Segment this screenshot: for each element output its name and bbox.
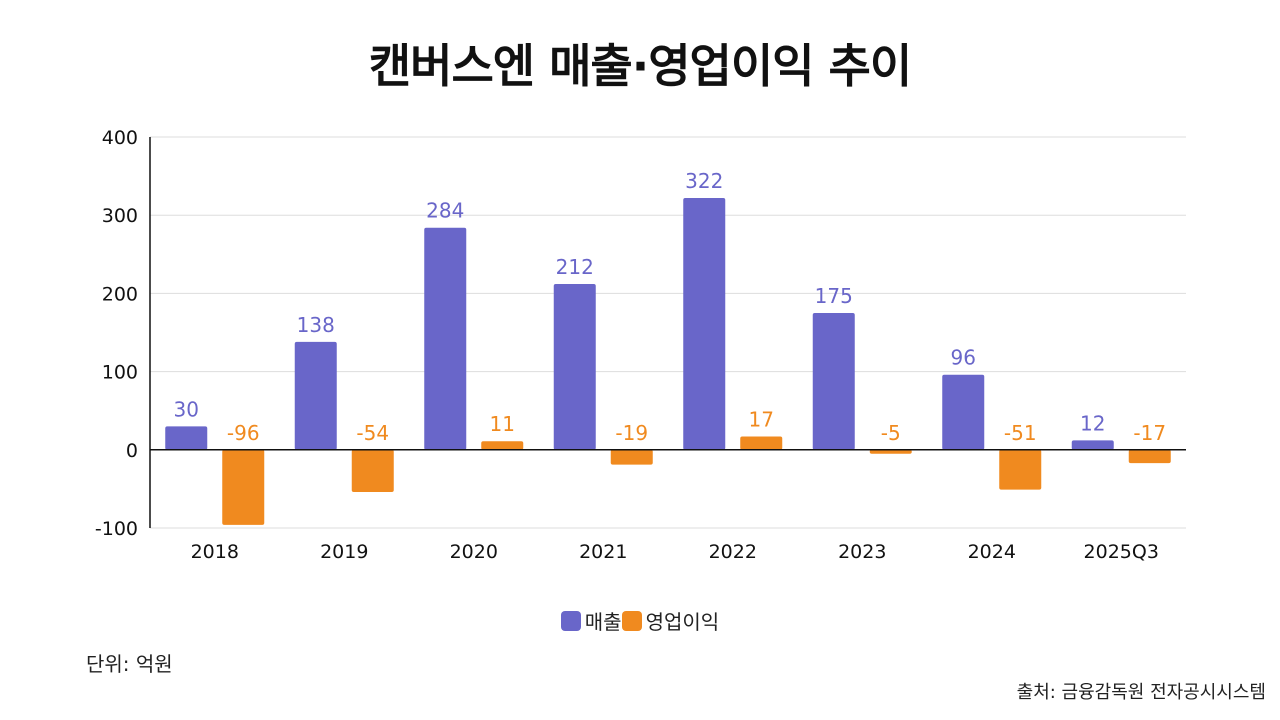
y-tick-label: 200 <box>102 283 138 305</box>
bar-sales <box>424 227 467 450</box>
data-label-operating-profit: -51 <box>1004 421 1037 445</box>
data-label-sales: 212 <box>556 255 594 279</box>
x-tick-label: 2022 <box>709 541 757 563</box>
legend-item-operating-profit: 영업이익 <box>621 606 720 635</box>
bar-operating-profit <box>740 436 783 450</box>
y-tick-label: 0 <box>126 440 138 462</box>
x-tick-label: 2019 <box>320 541 368 563</box>
legend: 매출 영업이익 <box>0 606 1280 635</box>
data-label-sales: 12 <box>1080 411 1105 435</box>
bar-sales <box>942 374 985 450</box>
data-label-sales: 175 <box>815 284 853 308</box>
legend-item-sales: 매출 <box>560 606 622 635</box>
legend-swatch-operating-profit <box>621 610 642 631</box>
bar-operating-profit <box>1128 449 1171 464</box>
bar-operating-profit <box>610 449 653 465</box>
bar-sales <box>1071 440 1114 450</box>
data-label-sales: 30 <box>174 397 199 421</box>
chart-title: 캔버스엔 매출·영업이익 추이 <box>368 39 912 93</box>
data-label-operating-profit: 17 <box>749 408 774 432</box>
y-tick-label: 400 <box>102 127 138 149</box>
bar-operating-profit <box>481 441 524 450</box>
bar-operating-profit <box>869 449 912 454</box>
bar-operating-profit <box>351 449 394 493</box>
x-tick-label: 2023 <box>838 541 886 563</box>
bars <box>165 197 1171 525</box>
data-label-operating-profit: -19 <box>615 421 648 445</box>
legend-label-operating-profit: 영업이익 <box>645 610 720 634</box>
x-tick-label: 2018 <box>191 541 239 563</box>
x-tick-label: 2025Q3 <box>1084 541 1159 563</box>
bar-sales <box>165 426 208 450</box>
legend-label-sales: 매출 <box>584 610 622 634</box>
data-label-sales: 284 <box>426 199 464 223</box>
bar-sales <box>812 312 855 450</box>
data-label-operating-profit: -96 <box>227 421 260 445</box>
bar-sales <box>683 197 726 450</box>
data-label-sales: 138 <box>297 313 335 337</box>
bar-operating-profit <box>222 449 265 525</box>
unit-note: 단위: 억원 <box>86 652 173 676</box>
bar-sales <box>553 284 596 450</box>
data-label-sales: 322 <box>685 169 723 193</box>
data-label-sales: 96 <box>951 346 976 370</box>
x-tick-label: 2020 <box>450 541 498 563</box>
source-note: 출처: 금융감독원 전자공시시스템 <box>1016 682 1266 703</box>
data-label-operating-profit: -17 <box>1133 421 1166 445</box>
x-tick-label: 2021 <box>579 541 627 563</box>
bar-sales <box>294 341 337 450</box>
x-tick-label: 2024 <box>968 541 1016 563</box>
legend-swatch-sales <box>560 610 581 631</box>
axes <box>149 137 1186 528</box>
labels: 400 300 200 100 0 -100 30 -96 2018 138 -54 2019 284 1… <box>95 127 1166 563</box>
bar-operating-profit <box>999 449 1042 490</box>
y-tick-label: 300 <box>102 205 138 227</box>
data-label-operating-profit: -54 <box>356 421 389 445</box>
data-label-operating-profit: -5 <box>881 421 901 445</box>
data-label-operating-profit: 11 <box>490 412 515 436</box>
y-tick-label: 100 <box>102 362 138 384</box>
y-tick-label: -100 <box>95 518 138 540</box>
